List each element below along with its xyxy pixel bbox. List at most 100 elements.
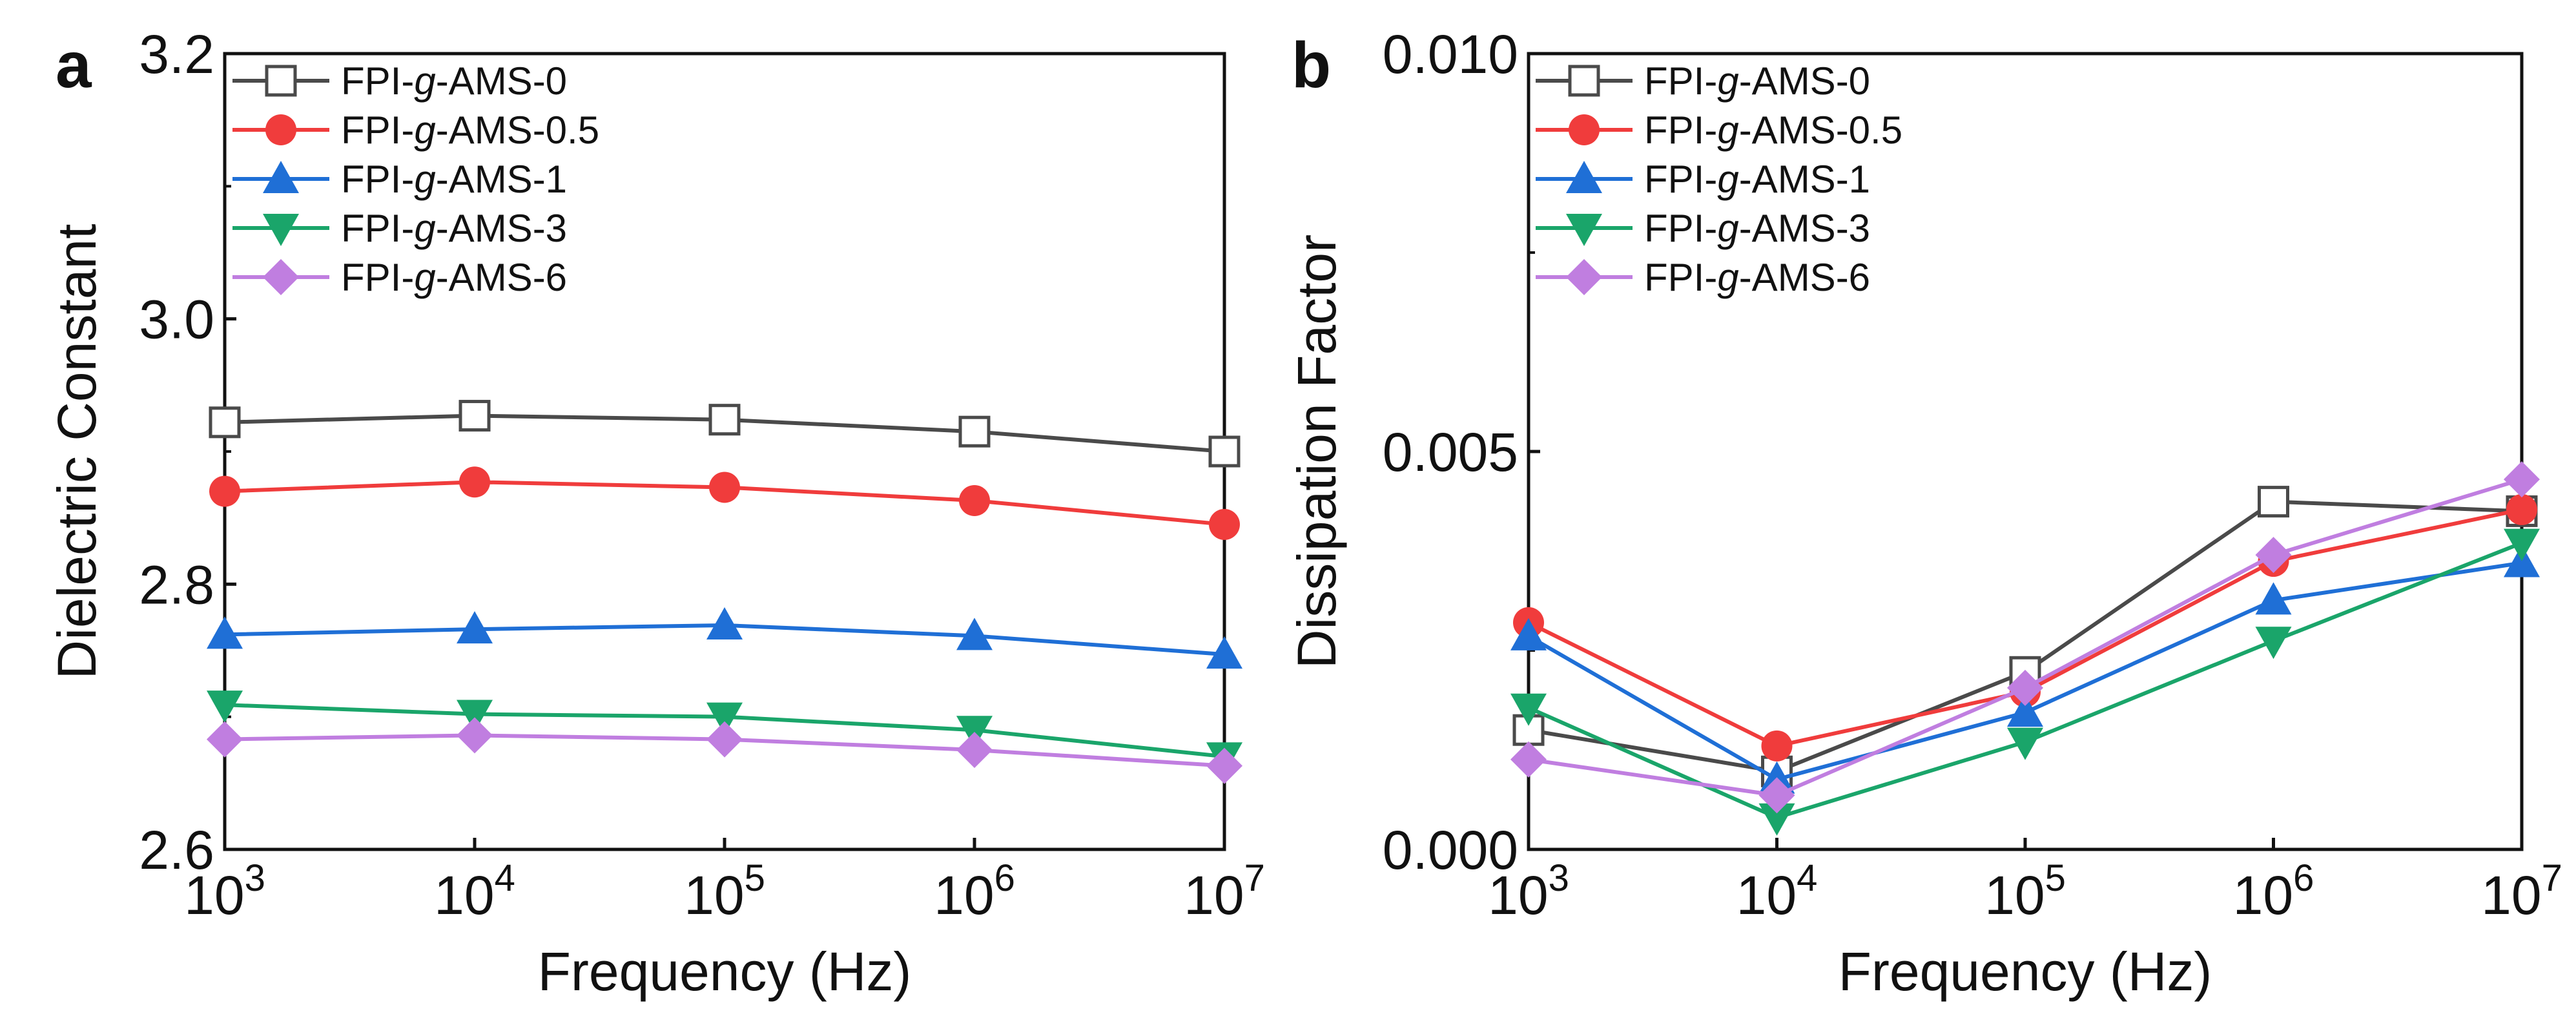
- legend-entry: FPI-g-AMS-3: [232, 207, 567, 250]
- data-point: [956, 618, 993, 650]
- legend-entry: FPI-g-AMS-0.5: [232, 109, 599, 152]
- legend-marker: [265, 114, 296, 145]
- legend-entry: FPI-g-AMS-0: [1536, 59, 1870, 103]
- y-axis-title-a: Dielectric Constant: [46, 224, 107, 680]
- legend-label: FPI-g-AMS-0.5: [1644, 109, 1902, 152]
- legend-label: FPI-g-AMS-1: [1644, 158, 1870, 201]
- data-point: [207, 691, 243, 723]
- legend-entry: FPI-g-AMS-6: [232, 256, 567, 299]
- data-point: [959, 484, 990, 516]
- data-point: [956, 732, 993, 768]
- legend-label: FPI-g-AMS-3: [1644, 207, 1870, 250]
- x-tick-label: 106: [2233, 857, 2314, 926]
- legend-label: FPI-g-AMS-3: [341, 207, 567, 250]
- legend-entry: FPI-g-AMS-0: [232, 59, 567, 103]
- data-point: [209, 406, 241, 439]
- data-point: [706, 702, 743, 735]
- panel-a: a 2.6 2.8 3.0 3.2 103 104 105 106 107 FPI-g-AMS…: [46, 24, 1265, 1002]
- x-tick-label: 104: [1736, 857, 1818, 926]
- data-point: [2007, 694, 2043, 727]
- legend-b: FPI-g-AMS-0 FPI-g-AMS-0.5 FPI-g-AMS-1 FPI-g…: [1536, 59, 1902, 299]
- legend-marker: [265, 65, 297, 97]
- x-tick-label: 105: [684, 857, 765, 926]
- legend-marker: [1566, 161, 1602, 193]
- data-point: [706, 721, 743, 758]
- data-point: [1758, 777, 1795, 814]
- data-point: [1206, 636, 1242, 669]
- data-point: [209, 475, 240, 507]
- y-axis-a: 2.6 2.8 3.0 3.2: [139, 24, 236, 880]
- legend-label: FPI-g-AMS-0.5: [341, 109, 599, 152]
- data-point: [2506, 493, 2537, 525]
- legend-entry: FPI-g-AMS-1: [232, 158, 567, 201]
- series-FPI-g-AMS-3: [1510, 528, 2540, 836]
- series-FPI-g-AMS-0: [209, 400, 1241, 468]
- data-point: [2504, 528, 2540, 561]
- y-tick-label: 3.0: [139, 289, 214, 350]
- y-tick-label: 3.2: [139, 24, 214, 85]
- series-group-b: [1510, 461, 2540, 836]
- legend-marker: [263, 214, 299, 246]
- data-point: [2255, 582, 2292, 615]
- data-point: [2007, 727, 2043, 760]
- data-point: [708, 404, 741, 436]
- y-tick-label: 0.010: [1383, 24, 1518, 85]
- series-FPI-g-AMS-0.5: [209, 466, 1240, 540]
- legend-entry: FPI-g-AMS-0.5: [1536, 109, 1902, 152]
- legend-label: FPI-g-AMS-6: [341, 256, 567, 299]
- data-point: [207, 721, 243, 758]
- x-tick-label: 107: [2481, 857, 2562, 926]
- y-axis-b: 0.000 0.005 0.010: [1383, 24, 1540, 880]
- y-axis-title-b: Dissipation Factor: [1286, 234, 1347, 669]
- legend-a: FPI-g-AMS-0 FPI-g-AMS-0.5 FPI-g-AMS-1 FPI-g…: [232, 59, 599, 299]
- x-axis-b: 103 104 105 106 107: [1488, 838, 2562, 926]
- data-point: [457, 717, 493, 754]
- data-point: [1510, 693, 1547, 726]
- data-point: [1761, 730, 1793, 762]
- legend-entry: FPI-g-AMS-6: [1536, 256, 1870, 299]
- y-tick-label: 0.005: [1383, 422, 1518, 483]
- legend-label: FPI-g-AMS-1: [341, 158, 567, 201]
- data-point: [1510, 741, 1547, 778]
- panel-letter-b: b: [1292, 29, 1331, 101]
- data-point: [2255, 627, 2292, 660]
- x-axis-title-a: Frequency (Hz): [538, 941, 912, 1002]
- x-axis-a: 103 104 105 106 107: [184, 838, 1265, 926]
- legend-marker: [1569, 114, 1600, 145]
- data-point: [958, 415, 991, 448]
- x-tick-label: 105: [1984, 857, 2066, 926]
- x-tick-label: 103: [184, 857, 265, 926]
- data-point: [457, 700, 493, 732]
- legend-marker: [1566, 259, 1602, 295]
- y-tick-label: 2.8: [139, 554, 214, 615]
- x-axis-title-b: Frequency (Hz): [1839, 941, 2212, 1002]
- data-point: [207, 616, 243, 649]
- data-point: [2258, 486, 2289, 518]
- legend-label: FPI-g-AMS-0: [1644, 59, 1870, 103]
- data-point: [1209, 508, 1240, 540]
- legend-marker: [1566, 214, 1602, 246]
- legend-entry: FPI-g-AMS-1: [1536, 158, 1870, 201]
- data-point: [2007, 669, 2043, 706]
- x-tick-label: 103: [1488, 857, 1569, 926]
- series-FPI-g-AMS-3: [207, 691, 1242, 775]
- y-tick-label: 0.000: [1383, 820, 1518, 880]
- series-FPI-g-AMS-6: [1510, 461, 2540, 814]
- series-FPI-g-AMS-6: [207, 717, 1242, 784]
- data-point: [706, 607, 743, 639]
- legend-marker: [263, 161, 299, 193]
- data-point: [2255, 537, 2292, 574]
- x-tick-label: 107: [1184, 857, 1265, 926]
- data-point: [459, 466, 490, 498]
- legend-label: FPI-g-AMS-0: [341, 59, 567, 103]
- panel-letter-a: a: [56, 29, 92, 101]
- data-point: [709, 472, 740, 503]
- legend-marker: [1568, 65, 1600, 97]
- series-group-a: [207, 400, 1242, 784]
- legend-label: FPI-g-AMS-6: [1644, 256, 1870, 299]
- data-point: [1206, 747, 1242, 784]
- legend-marker: [263, 259, 299, 295]
- data-point: [1758, 803, 1795, 836]
- legend-entry: FPI-g-AMS-3: [1536, 207, 1870, 250]
